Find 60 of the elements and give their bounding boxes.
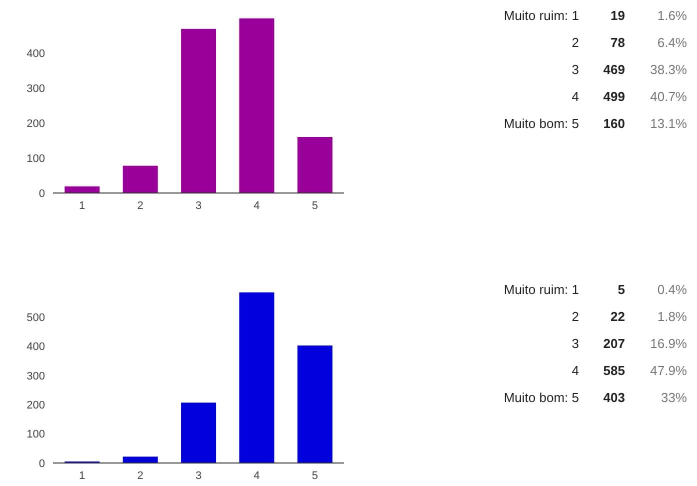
text: 5 (618, 282, 625, 297)
text: 13.1% (650, 116, 687, 131)
y-tick-label: 200 (26, 118, 45, 130)
text: 1.8% (657, 309, 687, 324)
text: 19 (610, 8, 625, 23)
text: 0.4% (657, 282, 687, 297)
y-tick-label: 0 (38, 458, 45, 470)
text: 499 (603, 89, 625, 104)
text: Muito ruim: 1 (504, 282, 579, 297)
text: 6.4% (657, 35, 687, 50)
text: 16.9% (650, 336, 687, 351)
y-tick-label: 500 (26, 312, 45, 324)
text: 33% (660, 390, 687, 405)
text: 78 (610, 35, 625, 50)
bar (297, 345, 332, 463)
text: 22 (610, 309, 625, 324)
text: 585 (603, 363, 625, 378)
bar (239, 292, 274, 463)
text: Muito ruim: 1 (504, 8, 579, 23)
bar (181, 402, 216, 463)
bar (239, 18, 274, 193)
y-tick-label: 100 (26, 152, 45, 165)
bar (122, 456, 158, 463)
text: 1.6% (657, 8, 687, 23)
text: 3 (572, 62, 579, 77)
text: 4 (572, 363, 579, 378)
y-tick-label: 400 (26, 48, 45, 60)
bar (297, 137, 332, 193)
text: Muito bom: 5 (504, 390, 579, 405)
x-tick-label: 2 (137, 470, 144, 482)
x-tick-label: 1 (79, 200, 86, 212)
x-tick-label: 4 (254, 470, 260, 482)
x-tick-label: 3 (195, 470, 202, 482)
bar (64, 186, 100, 193)
y-tick-label: 300 (26, 82, 45, 95)
y-tick-label: 100 (26, 428, 45, 441)
text: 469 (603, 62, 625, 77)
bar (181, 28, 216, 193)
text: 47.9% (650, 363, 687, 378)
x-tick-label: 1 (79, 470, 86, 482)
text: 160 (603, 116, 625, 131)
x-tick-label: 2 (137, 200, 144, 212)
text: 38.3% (650, 62, 687, 77)
y-tick-label: 300 (26, 370, 45, 382)
bar (122, 166, 158, 193)
y-tick-label: 200 (26, 400, 45, 412)
x-tick-label: 3 (195, 200, 202, 212)
text: Muito bom: 5 (504, 116, 579, 131)
text: 4 (572, 89, 579, 104)
text: 207 (603, 336, 625, 351)
y-tick-label: 400 (26, 341, 45, 354)
x-tick-label: 5 (312, 470, 318, 482)
x-tick-label: 4 (254, 200, 260, 212)
text: 403 (603, 390, 625, 405)
text: 3 (572, 336, 579, 351)
x-tick-label: 5 (312, 200, 318, 212)
text: 2 (572, 309, 579, 324)
text: 40.7% (650, 89, 687, 104)
text: 2 (572, 35, 579, 50)
y-tick-label: 0 (38, 188, 45, 200)
